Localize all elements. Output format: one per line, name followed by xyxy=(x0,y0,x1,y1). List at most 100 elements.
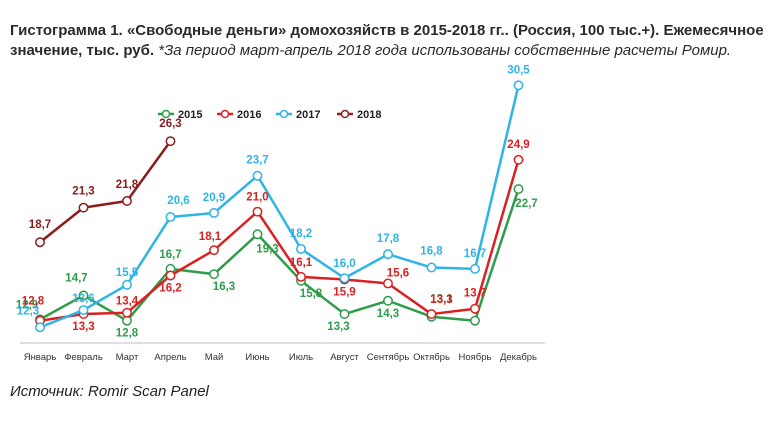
data-label-2015: 12,9 xyxy=(16,299,38,311)
data-label-2017: 20,9 xyxy=(203,192,225,204)
data-label-2015: 13,3 xyxy=(327,321,349,333)
series-2015 xyxy=(35,184,524,326)
data-point xyxy=(122,315,132,326)
x-tick-label: Декабрь xyxy=(500,352,537,363)
x-tick-label: Март xyxy=(116,352,139,363)
x-tick-label: Июнь xyxy=(245,352,269,363)
data-label-2015: 19,3 xyxy=(256,243,278,255)
data-label-2016: 13,3 xyxy=(430,294,452,306)
data-label-2017: 30,5 xyxy=(507,64,530,76)
data-point xyxy=(339,273,350,284)
data-label-2016: 13,3 xyxy=(72,321,94,333)
data-point xyxy=(78,290,89,301)
data-label-2018: 18,7 xyxy=(29,219,51,231)
data-label-2016: 15,6 xyxy=(387,267,409,279)
data-point xyxy=(339,309,350,320)
x-tick-label: Февраль xyxy=(64,352,103,363)
title-main: Гистограмма 1. «Свободные деньги» домохо… xyxy=(10,22,764,59)
data-label-2016: 24,9 xyxy=(507,139,529,151)
data-point xyxy=(252,170,263,181)
legend-marker xyxy=(340,109,350,119)
legend-item-2018: 2018 xyxy=(337,109,381,121)
x-tick-label: Июль xyxy=(289,352,313,363)
data-label-2016: 16,2 xyxy=(159,282,181,294)
data-label-2016: 13,7 xyxy=(464,288,486,300)
legend-item-2016: 2016 xyxy=(217,109,261,121)
data-point xyxy=(383,295,393,306)
series-2018 xyxy=(35,136,176,248)
data-label-2015: 16,7 xyxy=(159,249,181,261)
legend-item-2015: 2015 xyxy=(158,109,202,121)
data-label-2016: 16,1 xyxy=(290,257,313,269)
data-point xyxy=(513,154,524,165)
data-label-2017: 16,7 xyxy=(464,248,486,260)
data-label-2017: 12,3 xyxy=(17,305,39,317)
data-point xyxy=(165,212,176,222)
data-point xyxy=(78,305,89,316)
legend-marker xyxy=(161,109,171,119)
data-label-2017: 16,8 xyxy=(420,246,443,258)
data-label-2016: 13,4 xyxy=(116,296,139,308)
x-tick-label: Август xyxy=(330,352,359,363)
data-point xyxy=(426,262,437,273)
series-line-2016 xyxy=(39,159,520,322)
data-point xyxy=(513,184,524,194)
data-point xyxy=(122,196,132,206)
data-point xyxy=(165,136,176,147)
data-label-2018: 21,3 xyxy=(72,186,94,198)
data-point xyxy=(209,245,219,256)
data-point xyxy=(78,202,89,213)
data-label-2015: 14,3 xyxy=(377,308,399,320)
legend-marker xyxy=(220,109,230,119)
data-point xyxy=(35,237,45,248)
legend-label: 2015 xyxy=(178,109,202,121)
data-point xyxy=(122,307,132,318)
legend: 2015 2016 2017 2018 xyxy=(158,109,381,121)
data-labels: 12,9 14,7 12,8 16,7 16,3 19,3 15,8 13,3 14,3 13,1… xyxy=(16,64,538,339)
data-point xyxy=(209,269,219,280)
series-2017 xyxy=(35,80,524,333)
x-tick-label: Май xyxy=(205,352,224,363)
data-label-2017: 23,7 xyxy=(246,155,268,167)
data-point xyxy=(252,229,263,240)
data-label-2016: 15,9 xyxy=(333,286,355,298)
data-point xyxy=(165,270,176,281)
x-tick-label: Ноябрь xyxy=(459,352,492,363)
data-label-2016: 21,0 xyxy=(246,192,268,204)
data-label-2017: 20,6 xyxy=(167,195,189,207)
data-label-2015: 15,8 xyxy=(300,288,323,300)
data-label-2015: 13,1 xyxy=(430,294,453,306)
data-point xyxy=(383,249,393,260)
title-note: *За период март-апрель 2018 года использ… xyxy=(158,42,732,59)
data-point xyxy=(470,303,480,314)
data-point xyxy=(296,243,306,254)
x-tick-label: Сентябрь xyxy=(367,352,410,363)
series-line-2017 xyxy=(39,85,520,329)
data-point xyxy=(470,263,480,274)
source-note: Источник: Romir Scan Panel xyxy=(10,383,209,400)
data-point xyxy=(383,278,393,289)
data-label-2015: 22,7 xyxy=(515,198,537,210)
data-label-2017: 17,8 xyxy=(377,233,400,245)
legend-label: 2016 xyxy=(237,109,261,121)
legend-marker xyxy=(279,109,289,119)
data-point xyxy=(513,80,524,91)
data-point xyxy=(426,309,437,320)
data-label-2017: 13,6 xyxy=(72,293,94,305)
data-point xyxy=(470,315,480,326)
series-line-2018 xyxy=(39,140,172,244)
data-point xyxy=(209,208,219,218)
data-point xyxy=(35,322,45,333)
series-line-2015 xyxy=(39,188,520,322)
data-label-2016: 12,8 xyxy=(22,296,45,308)
data-label-2018: 21,8 xyxy=(116,179,139,191)
data-label-2017: 15,5 xyxy=(116,267,139,279)
data-point xyxy=(296,271,306,282)
data-label-2017: 16,0 xyxy=(333,258,355,270)
series-lines xyxy=(35,80,524,333)
data-label-2017: 18,2 xyxy=(290,228,312,240)
data-point xyxy=(252,206,263,217)
legend-item-2017: 2017 xyxy=(276,109,320,121)
legend-label: 2017 xyxy=(296,109,320,121)
